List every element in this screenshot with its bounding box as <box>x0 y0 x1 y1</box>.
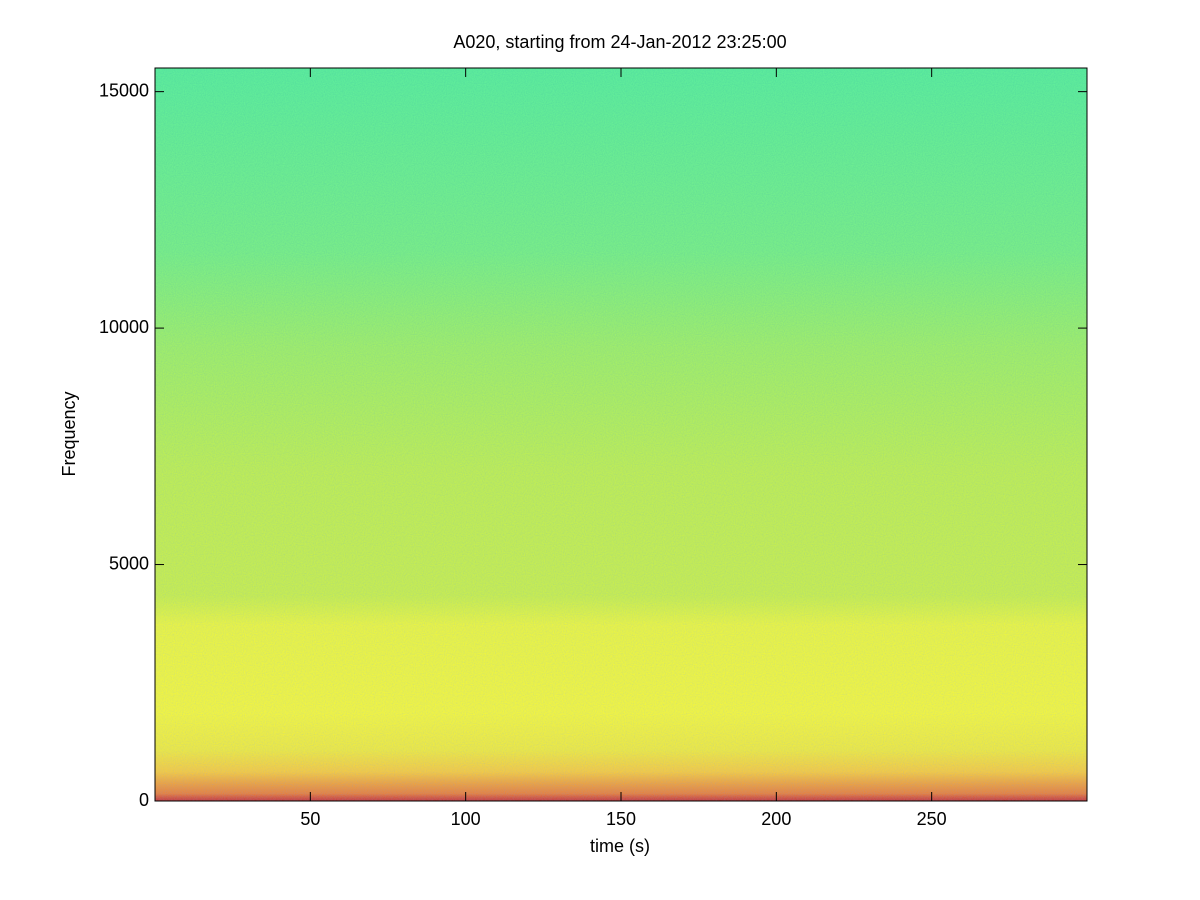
chart-title: A020, starting from 24-Jan-2012 23:25:00 <box>453 32 786 52</box>
y-tick-label: 0 <box>139 790 149 810</box>
x-tick-label: 50 <box>300 809 320 829</box>
x-tick-label: 250 <box>917 809 947 829</box>
x-axis-label: time (s) <box>590 836 650 856</box>
y-tick-label: 5000 <box>109 553 149 573</box>
spectrogram-image <box>155 68 1087 801</box>
x-tick-label: 200 <box>761 809 791 829</box>
y-tick-label: 15000 <box>99 80 149 100</box>
y-axis-label: Frequency <box>59 391 79 476</box>
x-tick-label: 100 <box>451 809 481 829</box>
y-tick-label: 10000 <box>99 317 149 337</box>
x-tick-label: 150 <box>606 809 636 829</box>
